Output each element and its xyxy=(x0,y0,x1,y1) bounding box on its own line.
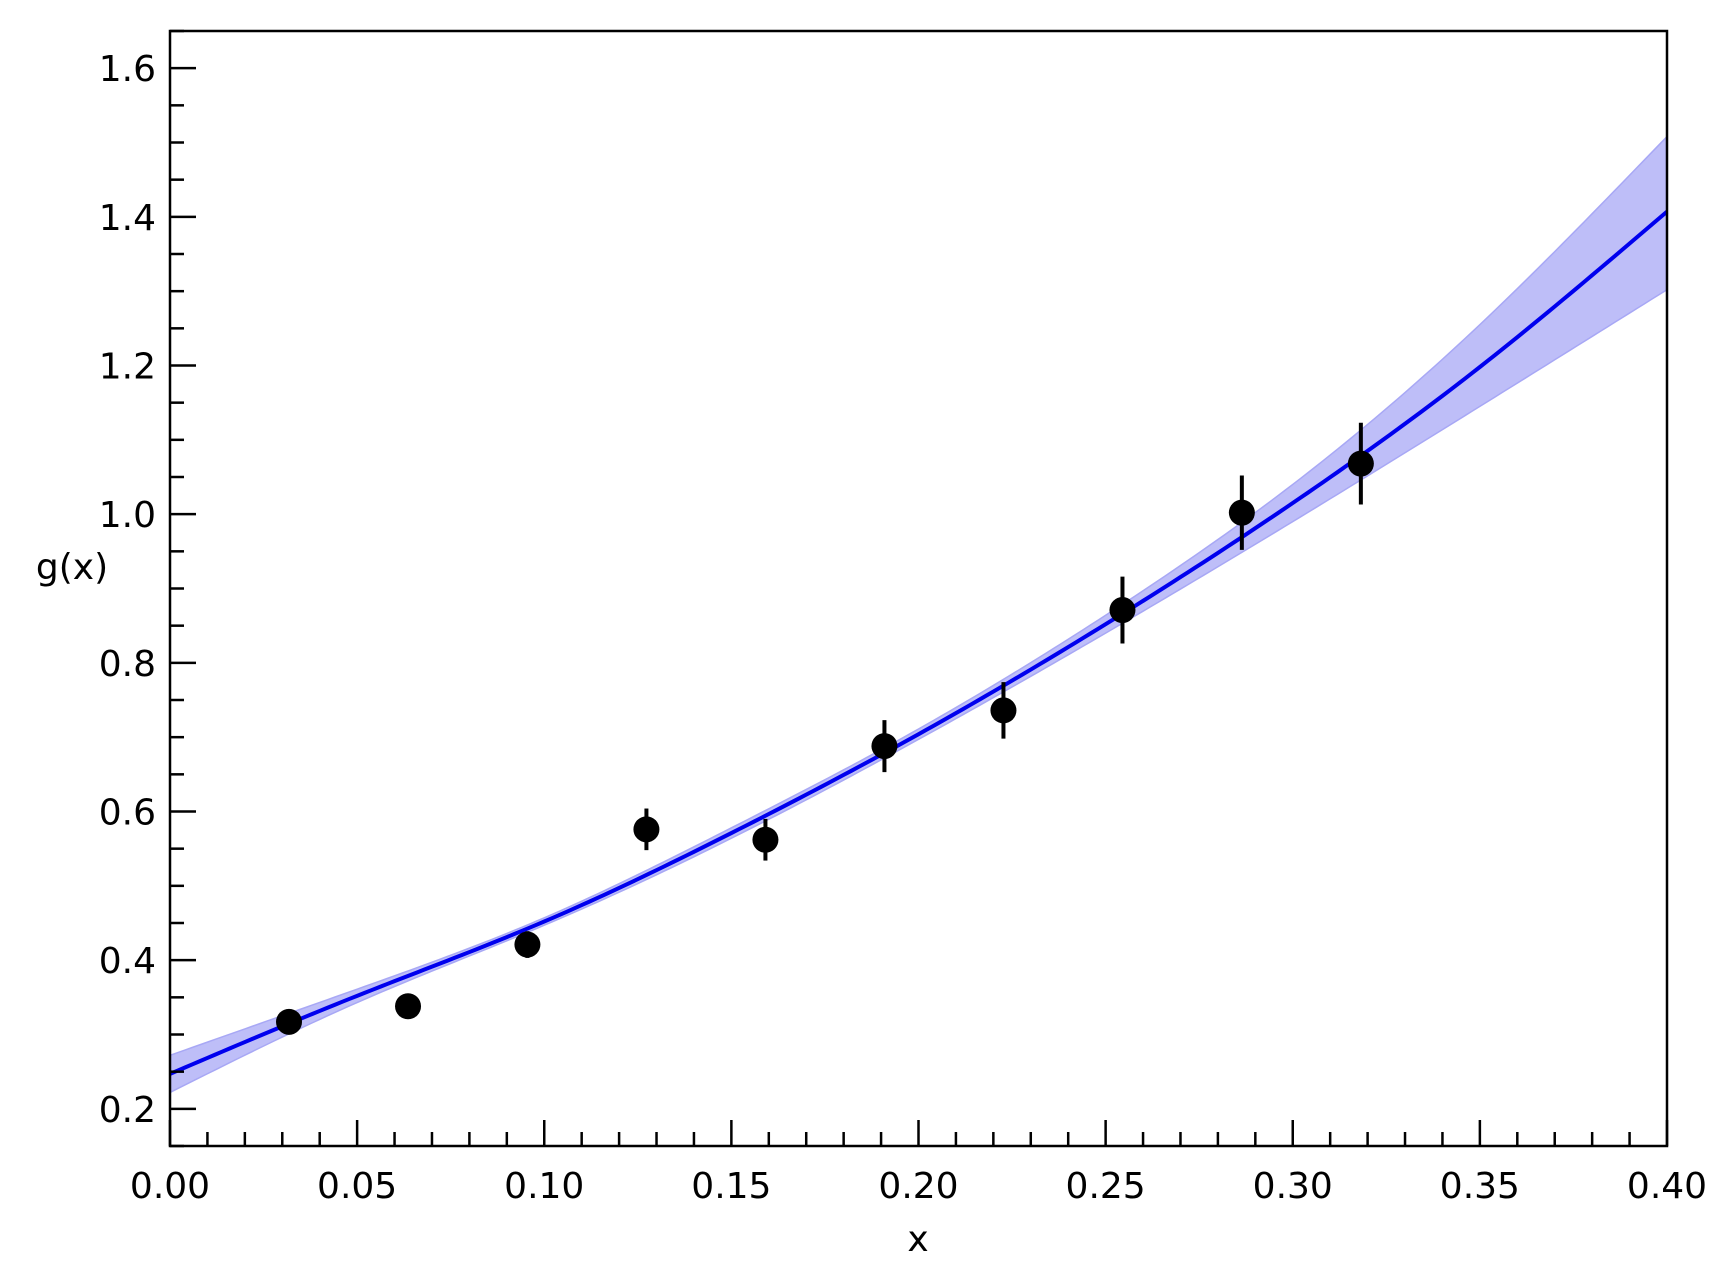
data-point xyxy=(514,931,541,958)
data-point xyxy=(871,733,898,760)
y-tick-label: 0.8 xyxy=(99,644,156,685)
plot-area xyxy=(170,31,1667,1146)
data-point xyxy=(1228,499,1255,526)
chart-marks xyxy=(169,134,1669,1094)
x-tick-label: 0.25 xyxy=(1066,1166,1146,1207)
x-tick-label: 0.30 xyxy=(1253,1166,1333,1207)
data-point xyxy=(1347,450,1374,477)
plot-background xyxy=(170,31,1667,1146)
x-tick-label: 0.00 xyxy=(130,1166,210,1207)
x-tick-label: 0.20 xyxy=(878,1166,958,1207)
x-tick-label: 0.35 xyxy=(1440,1166,1520,1207)
data-point xyxy=(990,697,1017,724)
y-tick-label: 0.4 xyxy=(99,941,156,982)
data-point xyxy=(276,1008,303,1035)
data-point xyxy=(1109,597,1136,624)
y-tick-label: 1.4 xyxy=(99,198,156,239)
x-tick-label: 0.40 xyxy=(1627,1166,1707,1207)
fit-curve xyxy=(169,210,1669,1076)
axes: 0.00 0.05 0.10 0.15 0.20 0.25 0.30 0.35 0.40 0.2 0… xyxy=(99,29,1707,1207)
x-tick-label: 0.15 xyxy=(691,1166,771,1207)
y-axis-label: g(x) xyxy=(36,547,108,588)
y-tick-label: 1.2 xyxy=(99,347,156,388)
y-tick-label: 1.0 xyxy=(99,495,156,536)
data-point xyxy=(395,993,422,1020)
x-axis-label: x xyxy=(907,1219,928,1260)
x-tick-label: 0.10 xyxy=(504,1166,584,1207)
data-point xyxy=(633,816,660,843)
y-tick-label: 0.6 xyxy=(99,793,156,834)
x-tick-label: 0.05 xyxy=(317,1166,397,1207)
y-tick-label: 0.2 xyxy=(99,1090,156,1131)
y-tick-label: 1.6 xyxy=(99,49,156,90)
data-point xyxy=(752,826,779,853)
